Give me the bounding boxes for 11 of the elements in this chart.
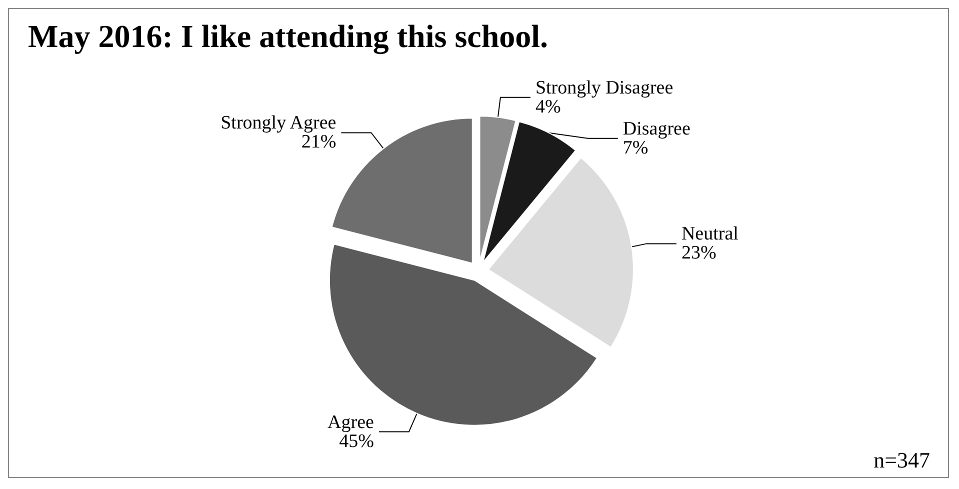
slice-label: Agree [328,412,374,433]
slice-label: Disagree [622,118,690,140]
data-label: 21% [301,132,336,153]
data-label: 23% [681,242,716,264]
slice-label: Strongly Disagree [535,77,674,98]
slice-label: Strongly Agree [220,112,336,134]
text: n=347 [874,448,930,472]
slice-label: Neutral [681,224,738,245]
data-label: 4% [535,96,561,118]
data-label: 7% [622,137,648,158]
chart-title: May 2016: I like attending this school. [28,18,548,55]
